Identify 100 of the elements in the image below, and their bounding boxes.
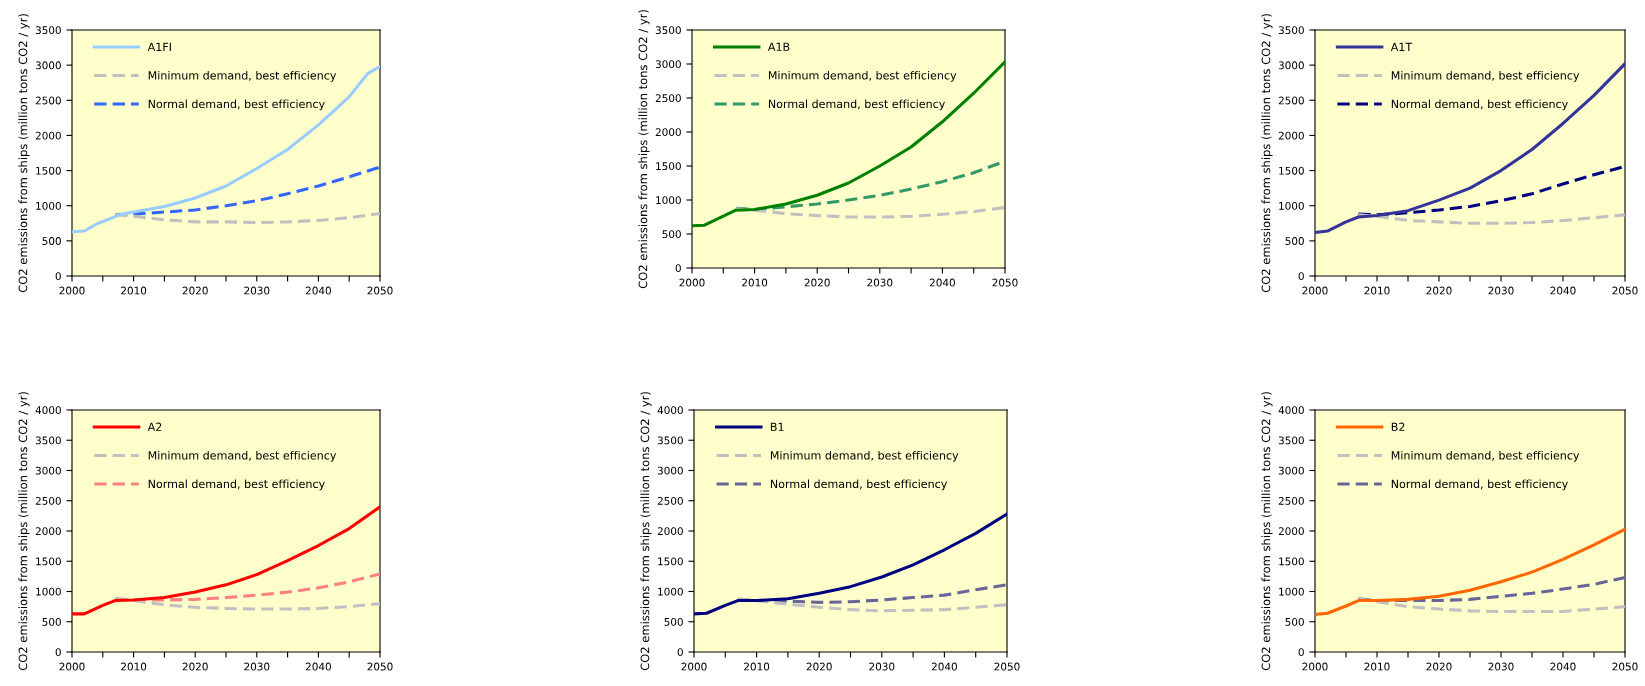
x-tick-label: 2010 <box>744 662 770 671</box>
y-tick-label: 0 <box>1298 272 1304 281</box>
y-tick-label: 2500 <box>1278 496 1304 505</box>
x-tick-label: 2030 <box>869 662 895 671</box>
line-series <box>1356 597 1625 613</box>
x-tick-label: 2050 <box>1612 286 1638 295</box>
y-tick-label: 4000 <box>657 406 683 415</box>
y-tick-label: 500 <box>42 237 61 245</box>
x-tick-label: 2020 <box>804 278 830 287</box>
line-series <box>72 65 380 234</box>
x-tick-label: 2040 <box>305 662 331 671</box>
x-tick-label: 2010 <box>121 286 147 295</box>
y-tick-label: 4000 <box>1278 406 1304 415</box>
y-tick-label: 0 <box>675 264 681 273</box>
y-tick-label: 1000 <box>36 587 61 596</box>
x-tick-label: 2040 <box>305 286 331 295</box>
y-tick-label: 1000 <box>658 587 683 596</box>
x-tick-label: 2040 <box>1550 286 1576 295</box>
x-tick-label: 2030 <box>867 278 893 287</box>
x-tick-label: 2010 <box>121 662 147 671</box>
y-tick-label: 3000 <box>655 60 681 69</box>
line-series <box>734 205 1005 219</box>
legend-label: Normal demand, best efficiency <box>770 479 948 491</box>
x-tick-label: 2000 <box>681 662 707 671</box>
y-tick-label: 0 <box>1298 648 1304 657</box>
legend-label: B1 <box>770 422 784 431</box>
y-tick-label: 2000 <box>35 131 61 140</box>
x-tick-label: 2030 <box>244 286 270 295</box>
x-tick-label: 2030 <box>244 662 270 671</box>
x-tick-label: 2050 <box>367 662 393 671</box>
y-tick-label: 0 <box>55 648 61 657</box>
y-tick-label: 1000 <box>1279 201 1304 210</box>
y-tick-label: 500 <box>662 230 681 239</box>
y-tick-label: 1500 <box>1279 557 1304 566</box>
legend-label: Minimum demand, best efficiency <box>148 450 337 462</box>
x-tick-label: 2020 <box>806 662 832 671</box>
legend-label: A2 <box>147 422 162 431</box>
x-tick-label: 2050 <box>1612 662 1638 671</box>
x-tick-label: 2050 <box>994 662 1020 671</box>
y-tick-label: 2000 <box>35 527 61 536</box>
x-tick-label: 2030 <box>1488 662 1514 671</box>
y-tick-label: 2500 <box>35 96 61 105</box>
y-tick-label: 3500 <box>655 26 681 35</box>
y-tick-label: 2000 <box>657 527 683 536</box>
y-tick-label: 3500 <box>1278 26 1304 35</box>
line-series <box>1315 527 1625 617</box>
y-tick-label: 0 <box>55 272 61 281</box>
legend-label: Normal demand, best efficiency <box>1391 99 1568 111</box>
line-series <box>692 60 1005 228</box>
y-tick-label: 4000 <box>35 406 61 415</box>
y-tick-label: 3500 <box>1278 436 1304 445</box>
legend-label: Normal demand, best efficiency <box>1391 479 1568 491</box>
y-tick-label: 1500 <box>36 557 61 566</box>
y-tick-label: 3500 <box>35 436 61 445</box>
line-series <box>113 211 380 225</box>
x-tick-label: 2020 <box>182 662 208 671</box>
legend-label: A1T <box>1390 42 1413 51</box>
x-tick-label: 2010 <box>742 278 768 287</box>
y-tick-label: 1500 <box>36 166 61 175</box>
y-tick-label: 3500 <box>657 436 683 445</box>
x-tick-label: 2030 <box>1488 286 1514 295</box>
legend-label: Normal demand, best efficiency <box>148 479 325 491</box>
y-tick-label: 3000 <box>1278 466 1304 475</box>
x-tick-label: 2040 <box>931 662 957 671</box>
y-tick-label: 500 <box>664 617 683 626</box>
y-tick-label: 2500 <box>1278 96 1304 105</box>
y-tick-label: 2000 <box>1278 527 1304 536</box>
x-tick-label: 2010 <box>1364 286 1390 295</box>
y-tick-label: 2500 <box>655 94 681 103</box>
y-tick-label: 3000 <box>35 466 61 475</box>
y-tick-label: 3000 <box>35 61 61 70</box>
legend-label: Minimum demand, best efficiency <box>148 70 337 82</box>
x-tick-label: 2020 <box>182 286 208 295</box>
legend-label: Minimum demand, best efficiency <box>768 70 957 82</box>
x-tick-label: 2040 <box>929 278 955 287</box>
x-tick-label: 2010 <box>1364 662 1390 671</box>
y-tick-label: 1000 <box>1279 587 1304 596</box>
y-axis-title: CO2 emissions from ships (million tons CO2 / yr) <box>638 10 650 289</box>
y-tick-label: 2000 <box>1278 131 1304 140</box>
y-axis-title: CO2 emissions from ships (million tons CO2 / yr) <box>640 392 652 671</box>
y-tick-label: 1500 <box>1279 166 1304 175</box>
y-axis-title: CO2 emissions from ships (million tons CO2 / yr) <box>1261 14 1273 293</box>
legend-label: Normal demand, best efficiency <box>768 99 946 111</box>
y-tick-label: 3000 <box>1278 61 1304 70</box>
y-tick-label: 1500 <box>658 557 683 566</box>
line-series <box>1315 62 1625 234</box>
y-tick-label: 2500 <box>657 496 683 505</box>
y-tick-label: 3000 <box>657 466 683 475</box>
line-series <box>736 597 1007 613</box>
y-axis-title: CO2 emissions from ships (million tons CO2 / yr) <box>1261 392 1273 671</box>
line-series <box>694 512 1007 616</box>
x-tick-label: 2050 <box>367 286 393 295</box>
y-tick-label: 1500 <box>656 162 681 171</box>
y-tick-label: 1000 <box>36 201 61 210</box>
legend-label: B2 <box>1391 422 1405 431</box>
y-tick-label: 500 <box>1285 237 1304 245</box>
y-tick-label: 500 <box>42 617 61 626</box>
legend-label: Minimum demand, best efficiency <box>1391 70 1580 82</box>
line-series <box>113 597 380 611</box>
line-series <box>72 505 380 616</box>
